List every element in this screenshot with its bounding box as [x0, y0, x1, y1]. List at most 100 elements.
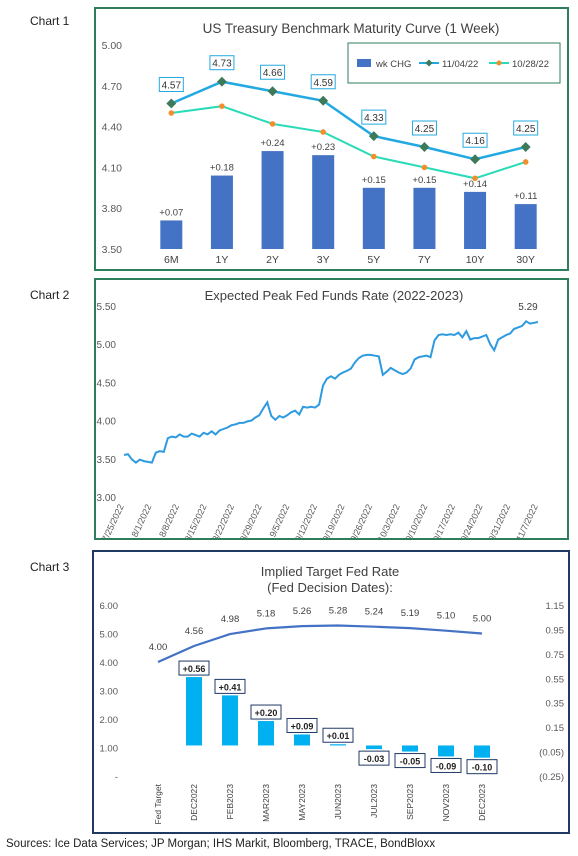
chart1-xtick: 1Y — [216, 254, 229, 266]
chart1-label-box — [462, 132, 488, 148]
chart1-bar — [413, 187, 436, 249]
chart3-rate-label: 4.56 — [185, 626, 204, 637]
chart1-panel: US Treasury Benchmark Maturity Curve (1 … — [94, 7, 569, 271]
chart1-xtick: 3Y — [317, 254, 330, 266]
chart3-bar-label-box — [178, 660, 210, 676]
chart2-label: Chart 2 — [30, 288, 70, 302]
chart1-ytick: 3.50 — [102, 244, 123, 256]
chart2-xtick: 10/24/2022 — [457, 503, 485, 538]
chart3-bar-label: -0.10 — [472, 763, 493, 773]
chart2-xtick: 8/1/2022 — [130, 503, 154, 538]
chart1-bar-label: +0.18 — [210, 163, 234, 174]
chart3-ytick-left: 6.00 — [100, 601, 119, 612]
chart1-prior-point — [371, 153, 377, 160]
chart2-xtick: 10/3/2022 — [376, 503, 402, 538]
chart1-point-label: 4.33 — [364, 113, 384, 124]
chart1-point-label: 4.25 — [516, 124, 536, 135]
chart1-bar-label: +0.15 — [412, 175, 436, 186]
chart1-prior-point — [421, 164, 428, 171]
chart2-xtick: 8/22/2022 — [210, 503, 236, 538]
chart2-ytick: 5.50 — [97, 302, 117, 313]
chart1-legend-current-marker — [425, 59, 433, 67]
chart3-rate-label: 5.00 — [473, 614, 492, 625]
chart3-bar-label-box — [394, 753, 426, 769]
chart2-ytick: 3.00 — [97, 493, 117, 504]
chart2-end-label: 5.29 — [518, 302, 538, 313]
chart3-bar — [366, 745, 382, 750]
chart1-xtick: 2Y — [266, 254, 279, 266]
chart3-bar-label: -0.09 — [436, 761, 457, 771]
chart3-bar-label: +0.56 — [183, 664, 206, 674]
chart3-bar-label: -0.05 — [400, 757, 421, 767]
chart3-bar-label: +0.01 — [327, 731, 350, 741]
chart1-prior-line — [171, 105, 526, 180]
chart2-xtick: 11/7/2022 — [514, 503, 540, 538]
chart1-prior-point — [269, 121, 276, 127]
chart1-bar-label: +0.14 — [463, 179, 487, 190]
chart3-ytick-left: 1.00 — [100, 744, 119, 755]
chart2-ytick: 4.50 — [97, 378, 117, 389]
chart3-bar-label: +0.09 — [291, 721, 314, 731]
chart2-xtick: 10/31/2022 — [484, 503, 512, 538]
chart1-label-box — [513, 120, 539, 136]
chart3-xtick: DEC2023 — [477, 784, 487, 821]
chart1-current-point — [267, 86, 278, 97]
chart1-legend-current-label: 11/04/22 — [442, 59, 478, 70]
chart3-bar-label: +0.41 — [219, 682, 242, 692]
chart1-legend — [347, 42, 561, 84]
chart3-xtick: MAR2023 — [261, 784, 271, 822]
chart1-prior-point — [472, 175, 478, 182]
chart2-xtick: 8/8/2022 — [157, 503, 181, 538]
chart3-subtitle: (Fed Decision Dates): — [267, 580, 393, 595]
chart2-xtick: 9/26/2022 — [348, 503, 374, 538]
implied-fed-rate-chart: Implied Target Fed Rate(Fed Decision Dat… — [100, 564, 565, 824]
chart2-xtick: 9/5/2022 — [268, 503, 292, 538]
chart1-ytick: 4.10 — [102, 162, 123, 174]
chart1-xtick: 30Y — [516, 254, 535, 266]
chart3-bar-label-box — [250, 704, 282, 720]
chart1-point-label: 4.59 — [313, 78, 333, 89]
chart3-bar-label-box — [286, 717, 318, 733]
chart3-xtick: DEC2022 — [189, 784, 199, 821]
chart3-bar — [474, 745, 490, 758]
chart2-xtick: 8/29/2022 — [238, 503, 264, 538]
chart2-xtick: 9/12/2022 — [293, 503, 319, 538]
chart1-legend-bar-label: wk CHG — [375, 59, 411, 70]
chart1-xtick: 5Y — [367, 254, 380, 266]
chart1-ytick: 4.40 — [102, 122, 123, 134]
chart3-ytick-left: 3.00 — [100, 687, 119, 698]
chart3-rate-label: 5.24 — [365, 607, 384, 618]
chart1-bar — [210, 175, 233, 249]
chart3-rate-label: 5.26 — [293, 606, 312, 617]
chart2-ytick: 3.50 — [97, 455, 117, 466]
chart1-prior-point — [320, 129, 326, 135]
chart3-rate-label: 5.18 — [257, 608, 276, 619]
chart3-ytick-right: (0.05) — [539, 748, 564, 759]
chart1-label-box — [361, 109, 387, 125]
chart1-bar — [261, 151, 284, 249]
chart1-point-label: 4.16 — [465, 136, 485, 147]
chart3-ytick-right: 0.75 — [546, 650, 565, 661]
chart1-current-point — [470, 154, 481, 165]
chart1-bar-label: +0.11 — [514, 191, 537, 202]
chart3-xtick: MAY2023 — [297, 784, 307, 821]
chart1-prior-point — [219, 103, 225, 109]
chart3-bar — [258, 721, 274, 746]
chart1-point-label: 4.57 — [162, 80, 182, 91]
chart3-xtick: FEB2023 — [225, 784, 235, 820]
chart1-legend-prior-label: 10/28/22 — [512, 59, 549, 70]
chart1-current-point — [520, 142, 531, 152]
chart3-bar — [438, 745, 454, 757]
sources-note: Sources: Ice Data Services; JP Morgan; I… — [6, 838, 436, 850]
chart3-ytick-right: 0.95 — [546, 625, 565, 636]
chart1-bar-label: +0.23 — [311, 142, 335, 153]
chart3-title: Implied Target Fed Rate — [261, 564, 400, 579]
chart2-panel: Expected Peak Fed Funds Rate (2022-2023)… — [94, 278, 569, 548]
chart1-label-box — [310, 74, 336, 90]
chart1-prior-point — [522, 159, 529, 165]
chart1-bar — [464, 191, 487, 249]
chart1-point-label: 4.73 — [212, 59, 232, 70]
chart3-bar — [330, 744, 346, 746]
chart1-current-point — [166, 98, 177, 109]
chart1-legend-bar-swatch — [357, 59, 371, 67]
